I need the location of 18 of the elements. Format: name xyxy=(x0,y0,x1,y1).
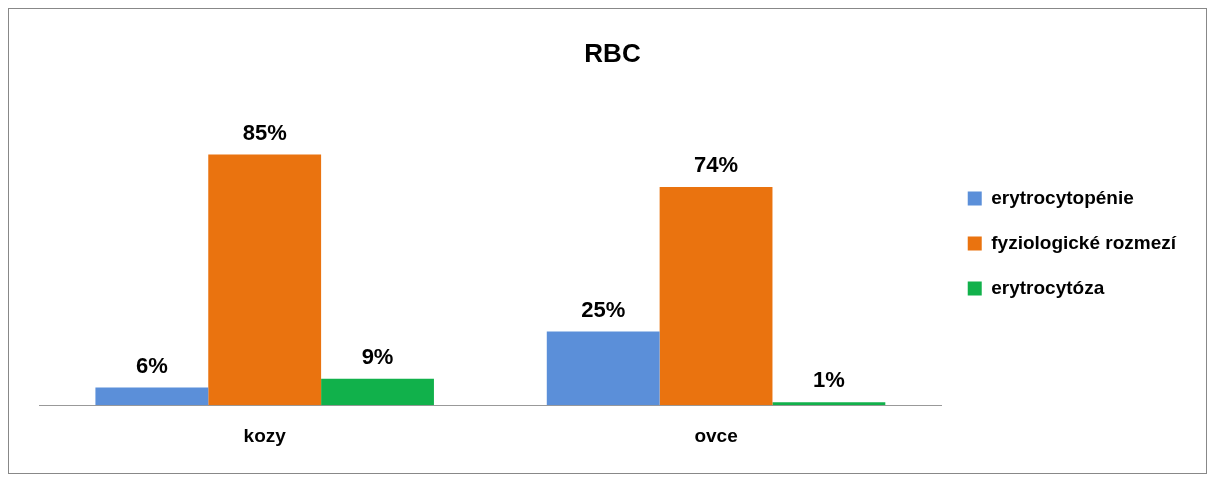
x-tick-label: kozy xyxy=(243,424,287,446)
bar xyxy=(772,402,886,406)
legend-label: fyziologické rozmezí xyxy=(991,231,1177,253)
bar xyxy=(321,378,434,406)
bar xyxy=(546,331,660,406)
x-tick-label: ovce xyxy=(694,424,738,446)
data-label: 85% xyxy=(242,119,287,145)
bar xyxy=(659,186,773,406)
data-label: 25% xyxy=(581,296,626,322)
data-label: 1% xyxy=(812,367,845,393)
data-label: 9% xyxy=(361,343,394,369)
legend-label: erytrocytóza xyxy=(991,276,1105,298)
bar xyxy=(208,154,322,406)
data-label: 6% xyxy=(135,352,168,378)
chart-title: RBC xyxy=(584,37,641,68)
legend-label: erytrocytopénie xyxy=(991,186,1134,208)
bar xyxy=(95,387,209,406)
data-label: 74% xyxy=(694,151,739,177)
